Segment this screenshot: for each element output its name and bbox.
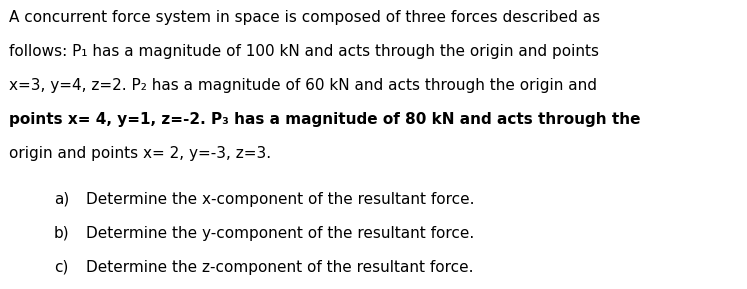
Text: origin and points x= 2, y=-3, z=3.: origin and points x= 2, y=-3, z=3. bbox=[9, 146, 271, 161]
Text: a): a) bbox=[54, 192, 69, 207]
Text: A concurrent force system in space is composed of three forces described as: A concurrent force system in space is co… bbox=[9, 10, 600, 25]
Text: Determine the y-component of the resultant force.: Determine the y-component of the resulta… bbox=[86, 226, 474, 241]
Text: c): c) bbox=[54, 260, 68, 275]
Text: Determine the z-component of the resultant force.: Determine the z-component of the resulta… bbox=[86, 260, 474, 275]
Text: points x= 4, y=1, z=-2. P₃ has a magnitude of 80 kN and acts through the: points x= 4, y=1, z=-2. P₃ has a magnitu… bbox=[9, 112, 640, 127]
Text: Determine the x-component of the resultant force.: Determine the x-component of the resulta… bbox=[86, 192, 474, 207]
Text: b): b) bbox=[54, 226, 69, 241]
Text: follows: P₁ has a magnitude of 100 kN and acts through the origin and points: follows: P₁ has a magnitude of 100 kN an… bbox=[9, 44, 599, 59]
Text: x=3, y=4, z=2. P₂ has a magnitude of 60 kN and acts through the origin and: x=3, y=4, z=2. P₂ has a magnitude of 60 … bbox=[9, 78, 597, 93]
